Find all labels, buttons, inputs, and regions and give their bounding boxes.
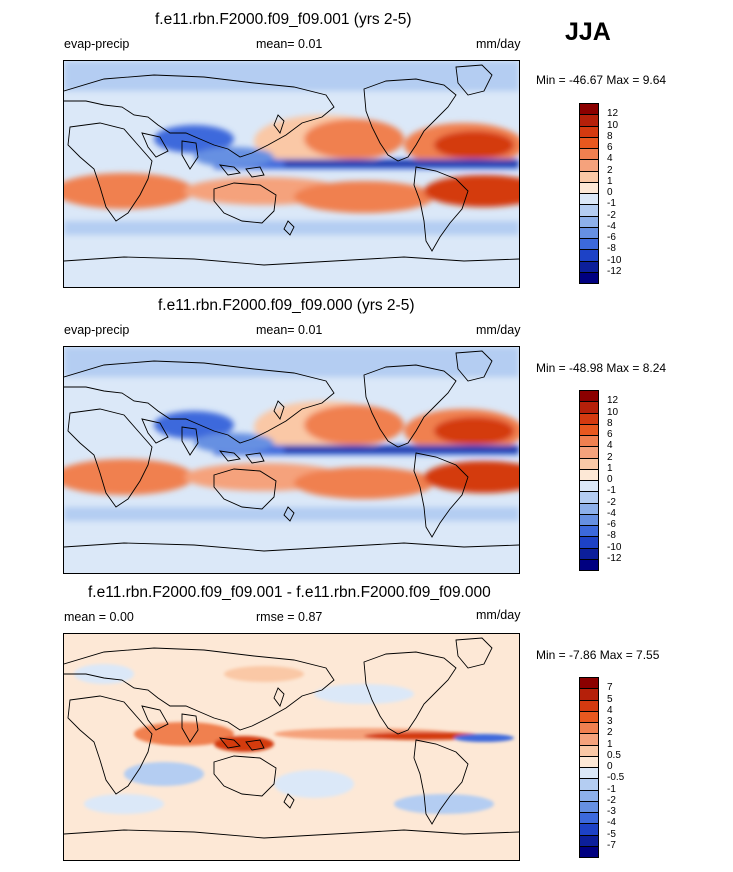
colorbar-label: 0 [607, 761, 613, 772]
colorbar-label: -2 [607, 209, 616, 221]
colorbar-label: -8 [607, 243, 616, 255]
panel-2-map-svg [64, 347, 519, 573]
colorbar-label: -5 [607, 828, 616, 840]
colorbar-label: -12 [607, 552, 622, 564]
colorbar-label: 0 [607, 187, 613, 198]
panel-2-mean-label: mean= 0.01 [256, 323, 323, 337]
panel-3-mean-label: mean = 0.00 [64, 610, 134, 624]
colorbar-label: 4 [607, 153, 613, 165]
colorbar-label: 3 [607, 716, 613, 727]
colorbar-label: -7 [607, 839, 616, 851]
panel-3-colorbar: 7 5 4 3 2 1 0.5 0 -0.5 -1 -2 -3 -4 -5 -7 [579, 677, 624, 858]
colorbar-label: -2 [607, 496, 616, 508]
colorbar-label: -1 [607, 198, 616, 210]
colorbar-label: -4 [607, 220, 616, 232]
colorbar-label: -10 [607, 254, 622, 266]
panel-1-map [63, 60, 520, 288]
colorbar-label: 0.5 [607, 749, 621, 761]
panel-1-title: f.e11.rbn.F2000.f09_f09.001 (yrs 2-5) [155, 11, 412, 28]
colorbar-label: -1 [607, 783, 616, 795]
panel-1-variable-label: evap-precip [64, 37, 130, 51]
colorbar-label: 4 [607, 704, 613, 716]
colorbar-label: 12 [607, 395, 619, 407]
colorbar-label: 0 [607, 474, 613, 485]
panel-3-title: f.e11.rbn.F2000.f09_f09.001 - f.e11.rbn.… [88, 584, 491, 601]
season-label: JJA [565, 18, 611, 46]
panel-2-title: f.e11.rbn.F2000.f09_f09.000 (yrs 2-5) [158, 297, 415, 314]
colorbar-label: -6 [607, 519, 616, 530]
colorbar-label: 10 [607, 119, 619, 131]
panel-1-minmax: Min = -46.67 Max = 9.64 [536, 73, 667, 87]
panel-3-minmax: Min = -7.86 Max = 7.55 [536, 648, 660, 662]
panel-3-map-svg [64, 634, 519, 860]
colorbar-label: -0.5 [607, 772, 625, 784]
panel-1-colorbar: 12 10 8 6 4 2 1 0 -1 -2 -4 -6 -8 -10 -12 [579, 103, 621, 284]
panel-3-units-label: mm/day [476, 608, 521, 622]
colorbar-label: -1 [607, 485, 616, 497]
panel-3-rmse-label: rmse = 0.87 [256, 610, 323, 624]
panel-1-map-svg [64, 61, 519, 287]
colorbar-cell [579, 845, 599, 858]
panel-2-colorbar: 12 10 8 6 4 2 1 0 -1 -2 -4 -6 -8 -10 -12 [579, 390, 621, 571]
colorbar-label: 1 [607, 462, 613, 474]
colorbar-label: 6 [607, 429, 613, 440]
colorbar-label: -12 [607, 265, 622, 277]
colorbar-cell [579, 271, 599, 284]
panel-2-minmax: Min = -48.98 Max = 8.24 [536, 361, 667, 375]
colorbar-cell [579, 558, 599, 571]
panel-1-units-label: mm/day [476, 37, 521, 51]
colorbar-label: 10 [607, 406, 619, 418]
colorbar-label: 12 [607, 108, 619, 120]
colorbar-label: 7 [607, 682, 613, 694]
panel-2-map [63, 346, 520, 574]
colorbar-label: -6 [607, 232, 616, 243]
panel-2-units-label: mm/day [476, 323, 521, 337]
colorbar-label: 2 [607, 164, 613, 176]
colorbar-label: -8 [607, 530, 616, 542]
colorbar-label: 8 [607, 417, 613, 429]
colorbar-label: 2 [607, 451, 613, 463]
colorbar-label: 1 [607, 175, 613, 187]
colorbar-label: 2 [607, 727, 613, 739]
panel-2-variable-label: evap-precip [64, 323, 130, 337]
colorbar-label: -3 [607, 806, 616, 817]
colorbar-label: -4 [607, 817, 616, 829]
colorbar-label: -4 [607, 507, 616, 519]
colorbar-label: -10 [607, 541, 622, 553]
colorbar-label: -2 [607, 794, 616, 806]
colorbar-label: 1 [607, 738, 613, 750]
panel-1-mean-label: mean= 0.01 [256, 37, 323, 51]
colorbar-label: 8 [607, 130, 613, 142]
panel-3-map [63, 633, 520, 861]
colorbar-label: 6 [607, 142, 613, 153]
colorbar-label: 4 [607, 440, 613, 452]
colorbar-label: 5 [607, 693, 613, 705]
